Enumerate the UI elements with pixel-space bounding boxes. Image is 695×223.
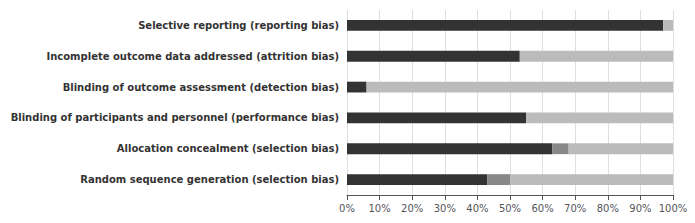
svg-text:Allocation concealment (select: Allocation concealment (selection bias) <box>117 143 339 154</box>
svg-text:80%: 80% <box>597 203 619 214</box>
svg-text:Blinding of outcome assessment: Blinding of outcome assessment (detectio… <box>63 82 339 93</box>
svg-text:40%: 40% <box>466 203 488 214</box>
svg-text:Blinding of participants and p: Blinding of participants and personnel (… <box>11 112 339 123</box>
svg-text:Incomplete outcome data addres: Incomplete outcome data addressed (attri… <box>46 51 339 62</box>
svg-text:Selective reporting (reporting: Selective reporting (reporting bias) <box>138 20 339 31</box>
svg-text:60%: 60% <box>531 203 553 214</box>
svg-text:20%: 20% <box>401 203 423 214</box>
svg-text:0%: 0% <box>339 203 355 214</box>
svg-text:70%: 70% <box>564 203 586 214</box>
svg-text:30%: 30% <box>434 203 456 214</box>
svg-text:50%: 50% <box>499 203 521 214</box>
svg-text:100%: 100% <box>659 203 688 214</box>
svg-text:10%: 10% <box>368 203 390 214</box>
svg-text:Random sequence generation (se: Random sequence generation (selection bi… <box>80 174 339 185</box>
svg-text:90%: 90% <box>629 203 651 214</box>
